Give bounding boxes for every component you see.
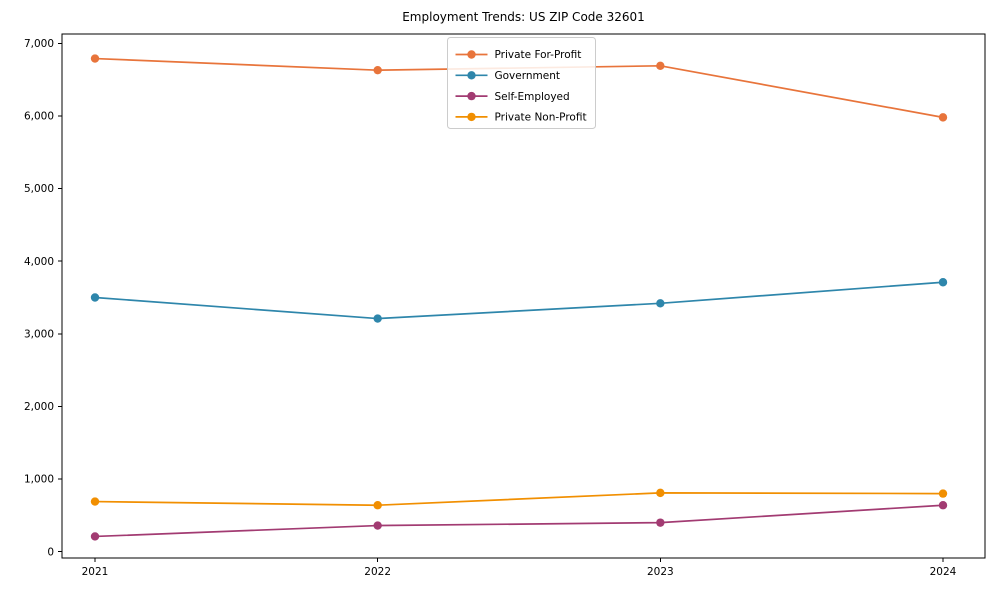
marker-private-non-profit-2024 [938,489,948,498]
marker-self-employed-2022 [373,521,382,530]
series-line-self-employed [94,504,944,538]
y-axis-tick-label: 3,000 [24,328,54,340]
marker-private-non-profit-2023 [656,488,665,498]
y-axis-tick-label: 4,000 [24,256,54,268]
legend-label: Private Non-Profit [495,112,587,124]
legend-item-private-non-profit: Private Non-Profit [455,112,587,124]
series-line-private-non-profit [94,492,944,507]
marker-self-employed-2024 [938,501,948,510]
marker-government-2023 [656,299,665,308]
plot-area-border [61,33,986,559]
x-axis-tick-label: 2024 [930,566,957,578]
legend-item-government: Government [455,70,560,82]
legend: Private For-Profit Government Self-Employe… [447,37,596,129]
y-axis-tick-label: 0 [47,546,54,558]
marker-self-employed-2021 [90,532,100,541]
marker-private-for-profit-2024 [938,113,948,122]
legend-label: Self-Employed [495,91,570,103]
marker-self-employed-2023 [656,518,665,527]
x-axis-tick-label: 2023 [647,566,674,578]
marker-private-non-profit-2022 [373,501,382,510]
marker-government-2022 [373,314,382,323]
x-axis-tick-label: 2022 [364,566,391,578]
series-line-government [94,281,944,320]
y-axis-tick-label: 1,000 [24,474,54,486]
legend-label: Government [495,70,560,82]
legend-marker-swatch [467,112,476,122]
marker-private-for-profit-2021 [90,54,100,63]
legend-item-self-employed: Self-Employed [455,91,570,103]
y-axis-tick-label: 7,000 [24,38,54,50]
legend-marker-swatch [467,71,476,80]
marker-government-2024 [938,278,948,287]
chart-title: Employment Trends: US ZIP Code 32601 [402,10,645,24]
marker-private-for-profit-2022 [373,65,382,75]
legend-marker-swatch [467,50,476,59]
y-axis-tick-label: 2,000 [24,401,54,413]
y-axis-tick-label: 5,000 [24,183,54,195]
x-axis-tick-label: 2021 [82,566,109,578]
legend-box [447,37,596,129]
marker-private-for-profit-2023 [656,61,665,71]
marker-private-non-profit-2021 [90,497,100,506]
legend-marker-swatch [467,91,476,101]
legend-label: Private For-Profit [495,49,582,61]
legend-item-private-for-profit: Private For-Profit [455,49,582,61]
marker-government-2021 [90,293,100,302]
y-axis-tick-label: 6,000 [24,111,54,123]
